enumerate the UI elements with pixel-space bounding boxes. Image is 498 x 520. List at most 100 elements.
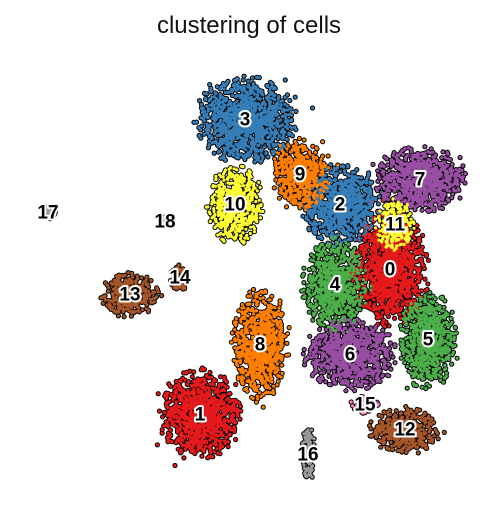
cell-point — [311, 259, 315, 263]
cell-point — [194, 432, 198, 436]
cell-point — [343, 273, 347, 277]
cell-point — [223, 125, 227, 129]
cell-point — [309, 253, 313, 257]
cell-point — [232, 78, 237, 83]
cell-point — [173, 390, 177, 394]
cell-point — [199, 444, 204, 448]
cell-point — [268, 101, 272, 105]
cell-point — [328, 214, 332, 218]
cell-point — [398, 289, 402, 293]
cell-point — [218, 93, 222, 97]
cell-point — [199, 385, 203, 389]
cell-point — [416, 289, 420, 293]
cell-point — [325, 317, 329, 321]
cell-point — [192, 383, 196, 387]
cell-point — [370, 252, 374, 256]
cell-point — [333, 183, 337, 187]
cell-point — [426, 282, 430, 286]
cell-point — [194, 429, 199, 433]
cell-point — [355, 220, 359, 224]
cell-point — [256, 125, 260, 129]
cell-point — [235, 400, 239, 404]
cell-point — [210, 405, 214, 410]
cell-point — [169, 407, 173, 411]
cell-point — [197, 378, 201, 382]
cell-point — [392, 284, 396, 289]
cell-point — [404, 277, 408, 281]
cell-point — [355, 295, 359, 299]
cell-point — [344, 241, 348, 245]
cell-point — [333, 306, 337, 310]
cell-point — [329, 178, 333, 182]
cell-point — [325, 230, 329, 234]
cell-point — [318, 206, 322, 211]
cell-point — [234, 95, 238, 99]
cell-point — [314, 302, 318, 306]
cell-point — [372, 197, 376, 201]
cell-point — [408, 254, 412, 258]
cell-point — [218, 399, 222, 403]
cell-point — [381, 294, 386, 298]
cell-point — [167, 417, 171, 422]
cell-point — [205, 125, 210, 129]
cell-point — [226, 123, 230, 127]
cell-point — [172, 394, 177, 398]
cell-point — [318, 318, 322, 322]
cell-point — [230, 106, 234, 110]
cell-point — [266, 85, 270, 89]
cell-point — [307, 292, 312, 296]
cell-point — [216, 390, 220, 394]
cell-point — [334, 168, 338, 172]
cell-point — [399, 306, 403, 310]
cell-point — [219, 118, 223, 122]
cell-point — [408, 285, 412, 289]
cell-point — [421, 263, 425, 267]
cell-point — [225, 139, 229, 143]
cell-point — [226, 79, 230, 83]
cell-point — [250, 76, 254, 80]
cell-point — [252, 115, 257, 119]
cell-point — [329, 171, 333, 175]
cell-point — [372, 267, 376, 271]
cell-point — [333, 227, 337, 231]
cell-point — [251, 81, 255, 85]
cell-point — [157, 409, 162, 413]
cell-point — [373, 279, 377, 283]
cell-point — [343, 171, 347, 175]
cell-point — [288, 113, 292, 117]
cell-point — [202, 132, 206, 136]
cell-point — [262, 111, 266, 115]
cell-point — [361, 304, 365, 308]
cell-point — [358, 200, 363, 204]
cell-point — [227, 420, 231, 424]
cell-point — [352, 170, 357, 174]
cell-point — [379, 298, 384, 302]
cell-point — [395, 303, 399, 307]
cell-point — [422, 266, 426, 271]
cell-point — [321, 248, 325, 252]
cell-point — [206, 410, 210, 414]
cell-point — [348, 237, 352, 241]
cell-point — [351, 251, 355, 255]
cell-point — [350, 199, 354, 203]
cell-point — [366, 272, 370, 276]
cell-point — [352, 201, 357, 205]
cell-point — [193, 400, 198, 404]
cell-point — [235, 414, 239, 418]
cell-point — [180, 389, 184, 393]
cell-point — [181, 376, 185, 380]
cell-point — [341, 297, 345, 301]
cell-point — [222, 103, 226, 107]
cell-point — [369, 292, 373, 296]
cell-point — [276, 97, 280, 101]
cell-point — [328, 190, 332, 194]
cell-point — [181, 443, 186, 447]
cell-point — [331, 300, 335, 304]
cell-point — [411, 276, 415, 281]
cell-point — [229, 140, 233, 144]
cell-point — [408, 268, 412, 272]
cell-point — [381, 323, 385, 327]
cell-point — [326, 225, 330, 230]
cell-point — [320, 273, 324, 277]
cell-point — [352, 267, 356, 271]
